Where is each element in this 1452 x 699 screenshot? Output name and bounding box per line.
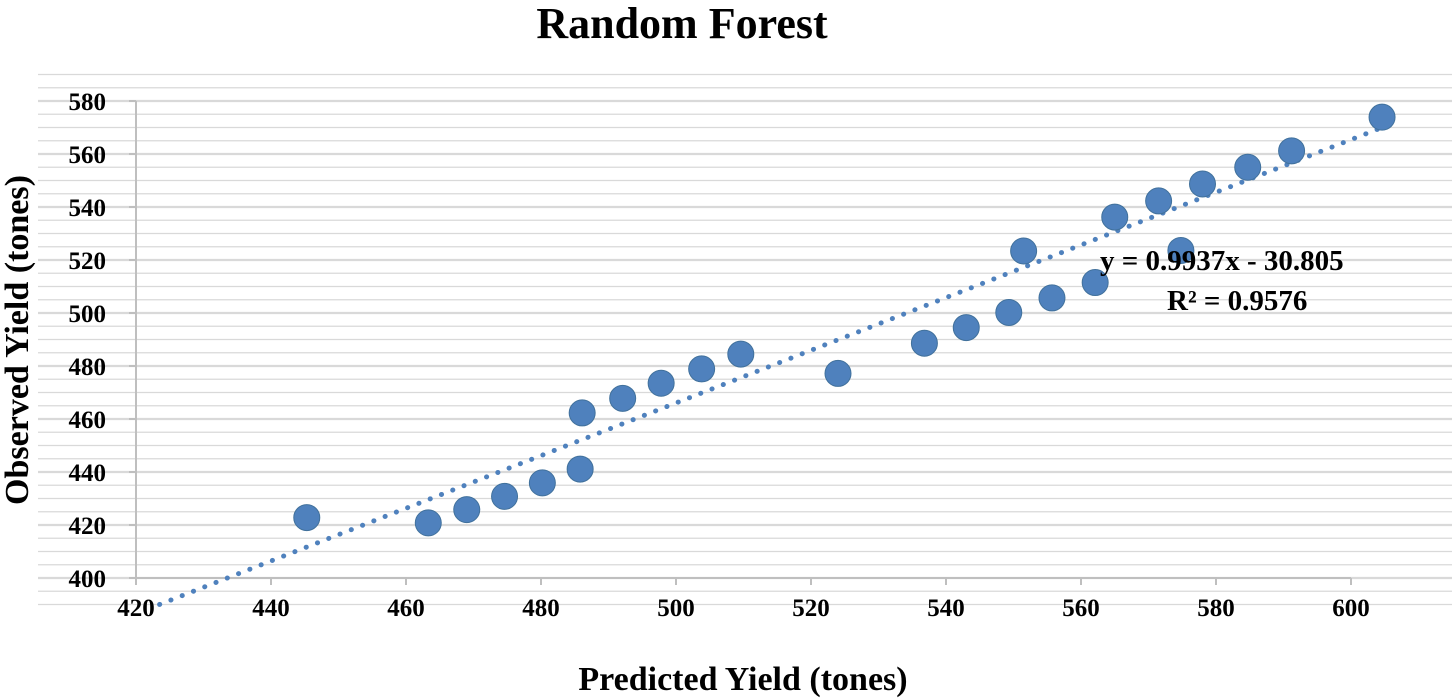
y-tick-label: 400 — [69, 566, 107, 593]
axes — [129, 100, 1352, 585]
x-axis-title: Predicted Yield (tones) — [578, 661, 907, 698]
data-point — [910, 329, 938, 357]
data-point — [1368, 103, 1396, 131]
x-tick-label: 480 — [522, 595, 560, 622]
y-tick-label: 440 — [69, 460, 107, 487]
x-tick-label: 520 — [792, 595, 830, 622]
x-tick-label: 420 — [117, 595, 155, 622]
x-tick-label: 440 — [252, 595, 290, 622]
y-tick-label: 460 — [69, 407, 107, 434]
x-tick-label: 580 — [1197, 595, 1235, 622]
y-tick-label: 480 — [69, 354, 107, 381]
x-tick-label: 500 — [657, 595, 695, 622]
data-points — [293, 103, 1396, 537]
data-point — [727, 340, 755, 368]
data-point — [995, 298, 1023, 326]
y-tick-label: 540 — [69, 195, 107, 222]
y-tick-label: 560 — [69, 142, 107, 169]
y-tick-label: 500 — [69, 301, 107, 328]
gridlines — [38, 73, 1452, 606]
data-point — [1081, 269, 1109, 297]
data-point — [688, 355, 716, 383]
chart-title: Random Forest — [536, 0, 828, 48]
data-point — [824, 359, 852, 387]
data-point — [1234, 153, 1262, 181]
data-point — [1038, 284, 1066, 312]
data-point — [1010, 237, 1038, 265]
y-tick-label: 520 — [69, 248, 107, 275]
data-point — [1167, 236, 1195, 264]
y-axis-title: Observed Yield (tones) — [0, 175, 36, 505]
data-point — [1101, 203, 1129, 231]
y-tick-label: 420 — [69, 513, 107, 540]
x-tick-label: 460 — [387, 595, 425, 622]
trendline-equation: y = 0.9937x - 30.805 — [1100, 245, 1344, 277]
data-point — [528, 469, 556, 497]
data-point — [609, 384, 637, 412]
x-tick-label: 540 — [927, 595, 965, 622]
data-point — [1189, 170, 1216, 198]
trendline — [157, 125, 1385, 607]
data-point — [453, 496, 481, 524]
trendline-r-squared: R² = 0.9576 — [1167, 285, 1307, 317]
data-point — [1278, 137, 1306, 165]
x-tick-label: 600 — [1332, 595, 1370, 622]
data-point — [293, 504, 321, 532]
data-point — [491, 482, 519, 510]
data-point — [414, 509, 442, 537]
y-tick-label: 580 — [69, 89, 107, 116]
x-tick-label: 560 — [1062, 595, 1100, 622]
data-point — [566, 455, 594, 483]
data-point — [952, 314, 980, 342]
tick-labels: 420 440 460 480 500 520 540 560 580 600 400 420 440 4… — [69, 89, 1370, 622]
data-point — [647, 369, 675, 397]
data-point — [1145, 187, 1173, 215]
data-point — [568, 399, 596, 427]
trendline-line — [157, 125, 1385, 607]
